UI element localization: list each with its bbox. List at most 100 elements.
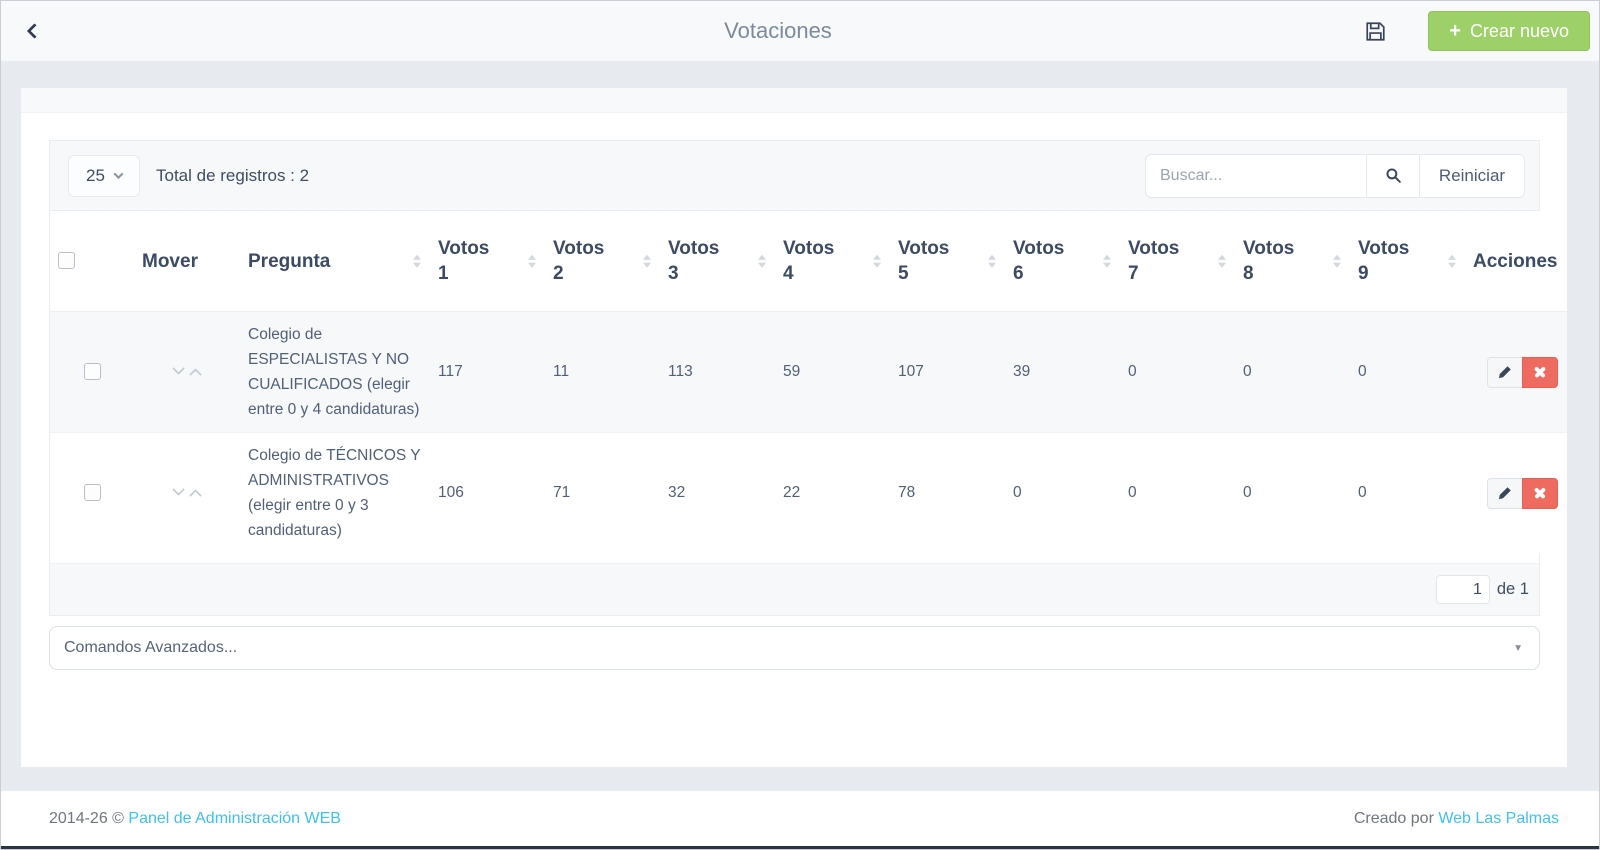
sort-icon[interactable] <box>1448 254 1456 268</box>
plus-icon: + <box>1449 20 1461 42</box>
top-navbar: Votaciones + Crear nuevo <box>1 1 1599 61</box>
sort-icon[interactable] <box>988 254 996 268</box>
column-header-label: Pregunta <box>248 250 331 272</box>
table-header-row: Mover Pregunta Votos 1 Votos 2 Votos 3 Votos … <box>50 211 1567 312</box>
credit-text: Creado por <box>1353 809 1434 827</box>
mover-cell <box>134 432 240 553</box>
votes-4-cell: 59 <box>775 311 890 433</box>
x-icon <box>1534 366 1547 379</box>
column-header-label: Votos 4 <box>783 238 835 284</box>
column-header-pregunta[interactable]: Pregunta <box>240 211 430 312</box>
footer-right: Creado por Web Las Palmas <box>1354 810 1559 828</box>
page-number-input[interactable] <box>1435 575 1490 604</box>
sort-up-arrow <box>643 254 651 260</box>
create-new-button[interactable]: + Crear nuevo <box>1428 11 1590 51</box>
footer-left: 2014-26 © Panel de Administración WEB <box>49 810 341 828</box>
votes-6-cell: 39 <box>1005 311 1120 433</box>
actions-cell <box>1465 432 1567 553</box>
sort-icon[interactable] <box>873 254 881 268</box>
pencil-icon <box>1498 366 1511 379</box>
sort-icon[interactable] <box>1103 254 1111 268</box>
create-new-label: Crear nuevo <box>1469 20 1569 41</box>
page-title: Votaciones <box>724 18 832 43</box>
delete-button[interactable] <box>1522 477 1558 509</box>
search-input[interactable] <box>1145 153 1367 198</box>
sort-up-arrow <box>988 254 996 260</box>
floppy-disk-icon <box>1366 21 1385 41</box>
page-size-value: 25 <box>86 165 105 185</box>
page-of-label: de 1 <box>1496 580 1529 598</box>
column-header-votos-5[interactable]: Votos 5 <box>890 211 1005 312</box>
column-header-votos-4[interactable]: Votos 4 <box>775 211 890 312</box>
edit-button[interactable] <box>1487 477 1523 509</box>
table-row: Colegio de TÉCNICOS Y ADMINISTRATIVOS (e… <box>50 432 1567 553</box>
votes-1-cell: 106 <box>430 432 545 553</box>
column-header-label: Votos 3 <box>668 238 720 284</box>
votes-table: Mover Pregunta Votos 1 Votos 2 Votos 3 Votos … <box>50 211 1567 553</box>
column-header-votos-7[interactable]: Votos 7 <box>1120 211 1235 312</box>
sort-up-arrow <box>528 254 536 260</box>
reset-button[interactable]: Reiniciar <box>1419 153 1525 198</box>
sort-up-arrow <box>873 254 881 260</box>
sort-icon[interactable] <box>413 254 421 268</box>
page-size-select[interactable]: 25 <box>68 154 140 197</box>
x-icon <box>1534 487 1547 500</box>
page-background: 25 Total de registros : 2 <box>1 61 1599 791</box>
mover-cell <box>134 311 240 433</box>
column-header-label: Votos 2 <box>553 238 605 284</box>
column-header-votos-3[interactable]: Votos 3 <box>660 211 775 312</box>
sort-icon[interactable] <box>1218 254 1226 268</box>
edit-button[interactable] <box>1487 356 1523 388</box>
toolbar-left: 25 Total de registros : 2 <box>68 154 310 197</box>
votes-5-cell: 78 <box>890 432 1005 553</box>
table-toolbar: 25 Total de registros : 2 <box>50 141 1539 211</box>
sort-icon[interactable] <box>1333 254 1341 268</box>
column-header-votos-9[interactable]: Votos 9 <box>1350 211 1465 312</box>
column-header-mover: Mover <box>134 211 240 312</box>
sort-icon[interactable] <box>758 254 766 268</box>
sort-icon[interactable] <box>528 254 536 268</box>
column-header-label: Votos 8 <box>1243 238 1295 284</box>
advanced-commands-select[interactable]: Comandos Avanzados... ▼ <box>49 626 1540 670</box>
save-button[interactable] <box>1365 21 1386 42</box>
content-panel: 25 Total de registros : 2 <box>21 88 1567 767</box>
search-group: Reiniciar <box>1145 153 1525 198</box>
votes-6-cell: 0 <box>1005 432 1120 553</box>
move-up-icon[interactable] <box>189 489 202 502</box>
sort-up-arrow <box>1218 254 1226 260</box>
row-checkbox[interactable] <box>83 363 101 381</box>
move-up-icon[interactable] <box>189 368 202 381</box>
column-header-label: Acciones <box>1473 250 1558 272</box>
sort-down-arrow <box>413 262 421 268</box>
column-header-votos-8[interactable]: Votos 8 <box>1235 211 1350 312</box>
sort-up-arrow <box>1333 254 1341 260</box>
sort-icon[interactable] <box>643 254 651 268</box>
column-header-votos-6[interactable]: Votos 6 <box>1005 211 1120 312</box>
move-down-icon[interactable] <box>172 362 185 375</box>
advanced-commands-label: Comandos Avanzados... <box>64 639 238 656</box>
votes-8-cell: 0 <box>1235 311 1350 433</box>
chevron-down-icon <box>113 169 124 180</box>
footer: 2014-26 © Panel de Administración WEB Cr… <box>1 791 1599 846</box>
search-button[interactable] <box>1366 153 1420 198</box>
pagination-bar: de 1 <box>50 563 1539 615</box>
column-header-votos-2[interactable]: Votos 2 <box>545 211 660 312</box>
actions-button-group <box>1487 477 1558 509</box>
move-down-icon[interactable] <box>172 483 185 496</box>
sort-down-arrow <box>988 262 996 268</box>
search-icon <box>1385 168 1401 183</box>
votes-3-cell: 32 <box>660 432 775 553</box>
row-checkbox[interactable] <box>83 484 101 502</box>
question-cell: Colegio de TÉCNICOS Y ADMINISTRATIVOS (e… <box>240 432 430 553</box>
total-records-label: Total de registros : 2 <box>156 165 310 185</box>
admin-panel-link[interactable]: Panel de Administración WEB <box>128 809 341 827</box>
sort-down-arrow <box>1333 262 1341 268</box>
votes-3-cell: 113 <box>660 311 775 433</box>
credit-link[interactable]: Web Las Palmas <box>1438 809 1559 827</box>
delete-button[interactable] <box>1522 356 1558 388</box>
navbar-actions: + Crear nuevo <box>1365 1 1590 61</box>
column-header-votos-1[interactable]: Votos 1 <box>430 211 545 312</box>
votes-2-cell: 11 <box>545 311 660 433</box>
select-all-header <box>50 211 134 312</box>
select-all-checkbox[interactable] <box>58 252 75 270</box>
